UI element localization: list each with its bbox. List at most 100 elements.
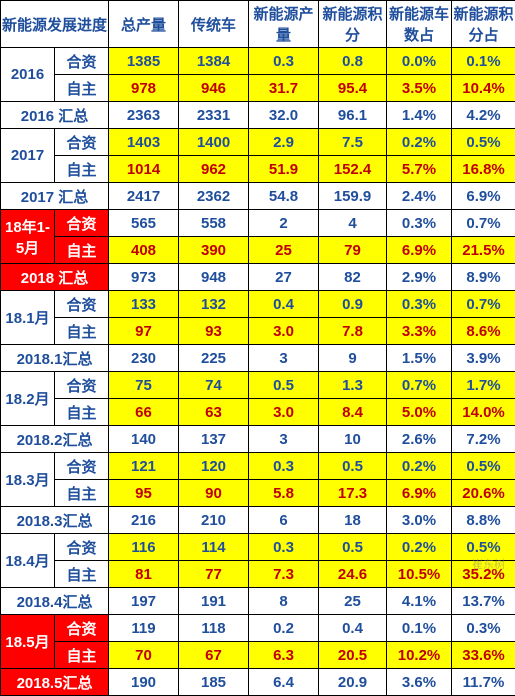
- data-cell: 8: [249, 588, 319, 615]
- table-row: 自主66633.08.45.0%14.0%: [1, 399, 515, 426]
- table-row: 自主97933.07.83.3%8.6%: [1, 318, 515, 345]
- data-cell: 0.0%: [387, 48, 452, 75]
- data-cell: 9: [319, 345, 387, 372]
- data-cell: 120: [179, 453, 249, 480]
- data-cell: 67: [179, 642, 249, 669]
- data-cell: 24.6: [319, 561, 387, 588]
- data-cell: 3.3%: [387, 318, 452, 345]
- sub-label: 自主: [55, 561, 109, 588]
- data-cell: 10.2%: [387, 642, 452, 669]
- table-row: 18.3月合资1211200.30.50.2%0.5%: [1, 453, 515, 480]
- data-cell: 6.4: [249, 669, 319, 696]
- data-cell: 90: [179, 480, 249, 507]
- col-header: 新能源积分占: [452, 1, 515, 48]
- sub-label: 自主: [55, 480, 109, 507]
- data-cell: 137: [179, 426, 249, 453]
- data-cell: 5.8: [249, 480, 319, 507]
- table-row: 18.4月合资1161140.30.50.2%0.5%: [1, 534, 515, 561]
- sub-label: 合资: [55, 210, 109, 237]
- data-cell: 216: [109, 507, 179, 534]
- data-cell: 35.2%: [452, 561, 515, 588]
- data-cell: 10.4%: [452, 75, 515, 102]
- data-cell: 7.8: [319, 318, 387, 345]
- data-cell: 121: [109, 453, 179, 480]
- data-cell: 0.4: [249, 291, 319, 318]
- data-cell: 197: [109, 588, 179, 615]
- data-cell: 0.2%: [387, 129, 452, 156]
- data-cell: 0.7%: [452, 210, 515, 237]
- group-label: 18.1月: [1, 291, 55, 345]
- data-cell: 3.0: [249, 318, 319, 345]
- data-cell: 185: [179, 669, 249, 696]
- data-cell: 2.9%: [387, 264, 452, 291]
- col-header: 新能源车数占: [387, 1, 452, 48]
- data-cell: 6.9%: [452, 183, 515, 210]
- table-row: 2016合资138513840.30.80.0%0.1%: [1, 48, 515, 75]
- summary-label: 2018.5汇总: [1, 669, 109, 696]
- data-cell: 17.3: [319, 480, 387, 507]
- nev-progress-table: 新能源发展进度总产量传统车新能源产量新能源积分新能源车数占新能源积分占 2016…: [0, 0, 515, 696]
- summary-label: 2017 汇总: [1, 183, 109, 210]
- data-cell: 18: [319, 507, 387, 534]
- table-row: 自主81777.324.610.5%35.2%: [1, 561, 515, 588]
- col-header: 新能源发展进度: [1, 1, 109, 48]
- data-cell: 0.1%: [452, 48, 515, 75]
- data-cell: 2.9: [249, 129, 319, 156]
- data-cell: 75: [109, 372, 179, 399]
- group-label: 18.2月: [1, 372, 55, 426]
- table-row: 2016 汇总2363233132.096.11.4%4.2%: [1, 102, 515, 129]
- table-row: 2017 汇总2417236254.8159.92.4%6.9%: [1, 183, 515, 210]
- sub-label: 合资: [55, 291, 109, 318]
- sub-label: 自主: [55, 75, 109, 102]
- data-cell: 6.9%: [387, 237, 452, 264]
- data-cell: 0.2%: [387, 534, 452, 561]
- data-cell: 77: [179, 561, 249, 588]
- data-cell: 1.5%: [387, 345, 452, 372]
- data-cell: 973: [109, 264, 179, 291]
- data-cell: 0.5: [319, 453, 387, 480]
- data-cell: 390: [179, 237, 249, 264]
- table-row: 18.1月合资1331320.40.90.3%0.7%: [1, 291, 515, 318]
- data-cell: 7.2%: [452, 426, 515, 453]
- data-cell: 2363: [109, 102, 179, 129]
- data-cell: 1403: [109, 129, 179, 156]
- data-cell: 8.8%: [452, 507, 515, 534]
- table-row: 18.5月合资1191180.20.40.1%0.3%: [1, 615, 515, 642]
- data-cell: 3: [249, 426, 319, 453]
- data-cell: 11.7%: [452, 669, 515, 696]
- group-label: 18.4月: [1, 534, 55, 588]
- data-cell: 3.0%: [387, 507, 452, 534]
- group-label: 18.3月: [1, 453, 55, 507]
- data-cell: 95.4: [319, 75, 387, 102]
- data-cell: 51.9: [249, 156, 319, 183]
- data-cell: 0.3%: [387, 291, 452, 318]
- data-cell: 0.3%: [387, 210, 452, 237]
- table-row: 2018.1汇总230225391.5%3.9%: [1, 345, 515, 372]
- data-cell: 2331: [179, 102, 249, 129]
- data-cell: 25: [249, 237, 319, 264]
- sub-label: 合资: [55, 129, 109, 156]
- sub-label: 自主: [55, 399, 109, 426]
- data-cell: 230: [109, 345, 179, 372]
- table-row: 自主40839025796.9%21.5%: [1, 237, 515, 264]
- data-cell: 3: [249, 345, 319, 372]
- data-cell: 948: [179, 264, 249, 291]
- data-cell: 0.3%: [452, 615, 515, 642]
- data-cell: 0.5: [249, 372, 319, 399]
- group-label: 2016: [1, 48, 55, 102]
- summary-label: 2018.3汇总: [1, 507, 109, 534]
- sub-label: 自主: [55, 156, 109, 183]
- table-body: 2016合资138513840.30.80.0%0.1%自主97894631.7…: [1, 48, 515, 696]
- data-cell: 1385: [109, 48, 179, 75]
- data-cell: 0.3: [249, 48, 319, 75]
- data-cell: 2.6%: [387, 426, 452, 453]
- data-cell: 93: [179, 318, 249, 345]
- sub-label: 合资: [55, 372, 109, 399]
- data-cell: 0.1%: [387, 615, 452, 642]
- table-row: 2018 汇总97394827822.9%8.9%: [1, 264, 515, 291]
- data-cell: 31.7: [249, 75, 319, 102]
- data-cell: 82: [319, 264, 387, 291]
- data-cell: 0.5%: [452, 129, 515, 156]
- data-cell: 119: [109, 615, 179, 642]
- data-cell: 114: [179, 534, 249, 561]
